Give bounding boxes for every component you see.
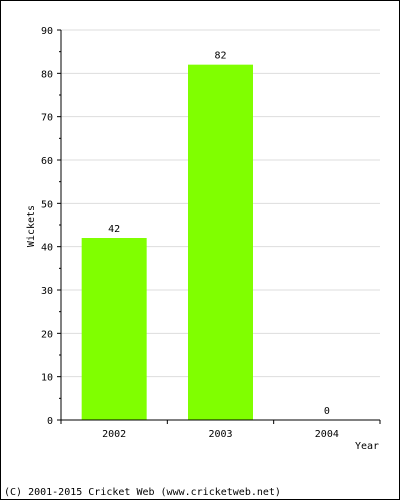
bar-value-label-2004: 0: [324, 406, 330, 417]
x-tick-label-2004: 2004: [315, 429, 339, 440]
bar-value-label-2002: 42: [108, 224, 120, 235]
y-tick-label-10: 10: [41, 373, 53, 384]
y-tick-label-20: 20: [41, 329, 53, 340]
bar-value-label-2003: 82: [214, 51, 226, 62]
y-tick-label-30: 30: [41, 286, 53, 297]
y-tick-label-0: 0: [47, 416, 53, 427]
bars: [81, 64, 253, 421]
y-tick-label-90: 90: [41, 26, 53, 37]
y-tick-label-70: 70: [41, 113, 53, 124]
bar-2003: [188, 64, 253, 421]
y-tick-labels: 0 10 20 30 40 50 60 70 80 90: [41, 26, 53, 427]
y-tick-label-40: 40: [41, 243, 53, 254]
y-tick-label-60: 60: [41, 156, 53, 167]
y-tick-label-80: 80: [41, 69, 53, 80]
x-axis-label: Year: [355, 441, 379, 452]
bar-value-labels: 42 82 0: [108, 51, 330, 417]
x-tick-labels: 2002 2003 2004: [102, 429, 339, 440]
x-tick-label-2003: 2003: [208, 429, 232, 440]
axes: [57, 29, 381, 424]
y-tick-label-50: 50: [41, 199, 53, 210]
x-tick-label-2002: 2002: [102, 429, 126, 440]
footer-credit: (C) 2001-2015 Cricket Web (www.cricketwe…: [4, 487, 281, 498]
bar-2002: [81, 238, 147, 420]
y-axis-label: Wickets: [26, 205, 37, 247]
